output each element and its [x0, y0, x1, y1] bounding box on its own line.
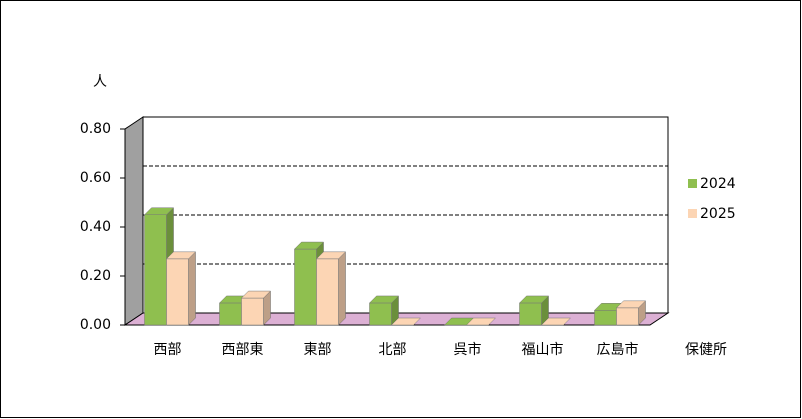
- bar: [369, 302, 392, 326]
- bar: [294, 248, 317, 326]
- legend-label: 2024: [700, 176, 736, 192]
- bar-top: [390, 317, 422, 326]
- y-tick-label: 0.00: [80, 317, 111, 333]
- x-tick-label: 東部: [304, 342, 332, 358]
- y-tick-label: 0.20: [80, 268, 111, 284]
- bar-top: [240, 290, 272, 299]
- bar-side-shade: [263, 291, 271, 325]
- bar-top: [293, 241, 325, 250]
- x-tick-label: 西部東: [222, 342, 264, 358]
- bar-side-shade: [638, 300, 646, 325]
- y-unit-label: 人: [93, 74, 107, 90]
- bar-top: [368, 295, 400, 304]
- bar-top: [540, 317, 572, 326]
- x-tick-label: 西部: [154, 342, 182, 358]
- bar: [144, 214, 167, 326]
- bar-side-shade: [338, 251, 346, 325]
- bar: [219, 302, 242, 326]
- bar: [616, 307, 639, 326]
- bar-top: [165, 251, 197, 260]
- bar: [241, 297, 264, 326]
- y-tick-label: 0.80: [80, 121, 111, 137]
- y-tick-label: 0.40: [80, 219, 111, 235]
- y-tick-label: 0.60: [80, 170, 111, 186]
- legend-swatch: [688, 209, 697, 218]
- x-axis-label: 保健所: [685, 342, 727, 358]
- bar: [519, 302, 542, 326]
- left-wall: [124, 116, 144, 326]
- legend-label: 2025: [700, 206, 736, 222]
- bar: [316, 258, 339, 326]
- bar: [166, 258, 189, 326]
- legend-swatch: [688, 179, 697, 188]
- bar-top: [518, 295, 550, 304]
- bar-top: [315, 251, 347, 260]
- bar-top: [615, 300, 647, 309]
- bar-side-shade: [188, 251, 196, 325]
- bar-top: [143, 207, 175, 215]
- x-tick-label: 福山市: [522, 341, 564, 358]
- x-tick-label: 広島市: [597, 341, 639, 358]
- bar-side-shade: [391, 295, 399, 325]
- bar-top: [465, 317, 497, 326]
- bar: [594, 310, 617, 326]
- x-tick-label: 北部: [379, 342, 407, 358]
- bar-side-shade: [541, 295, 549, 325]
- x-tick-label: 呉市: [454, 341, 482, 358]
